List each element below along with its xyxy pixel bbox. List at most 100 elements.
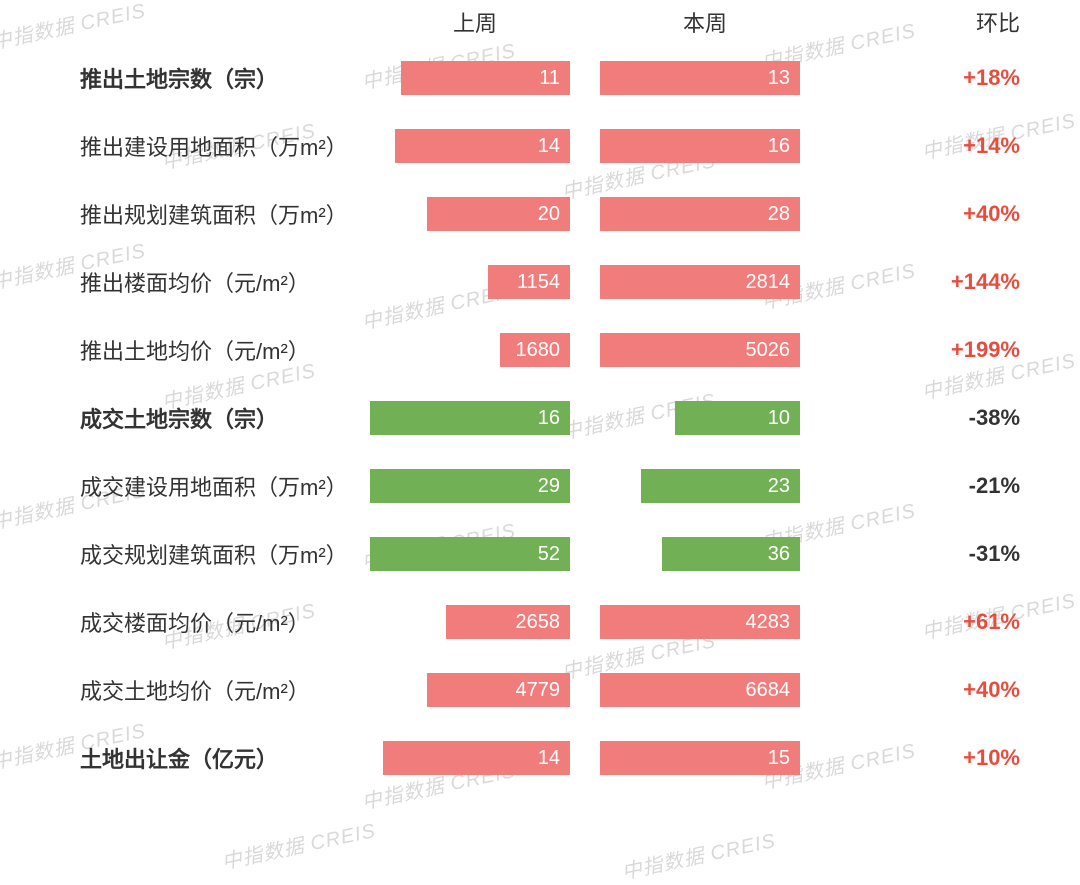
watermark-text: 中指数据 CREIS: [219, 814, 378, 875]
bar: 23: [641, 469, 800, 503]
bar: 28: [600, 197, 800, 231]
bar: 10: [675, 401, 800, 435]
row-label: 推出规划建筑面积（万m²）: [20, 198, 360, 230]
bar-this-week: 23: [590, 469, 820, 503]
bar: 29: [370, 469, 570, 503]
change-value: +40%: [820, 201, 1060, 227]
bar: 36: [662, 537, 800, 571]
change-value: -31%: [820, 541, 1060, 567]
bar-last-week: 20: [360, 197, 590, 231]
bar: 13: [600, 61, 800, 95]
bar-value: 5026: [746, 339, 791, 362]
bar-value: 52: [538, 543, 560, 566]
row-label: 成交楼面均价（元/m²）: [20, 606, 360, 638]
row-label: 推出建设用地面积（万m²）: [20, 130, 360, 162]
data-row: 推出土地均价（元/m²） 1680 5026 +199%: [20, 316, 1060, 384]
change-value: +14%: [820, 133, 1060, 159]
bar-value: 28: [768, 203, 790, 226]
row-label: 成交规划建筑面积（万m²）: [20, 538, 360, 570]
bar: 16: [370, 401, 570, 435]
bar: 14: [395, 129, 570, 163]
bar-last-week: 2658: [360, 605, 590, 639]
bar-this-week: 15: [590, 741, 820, 775]
row-label: 成交土地宗数（宗）: [20, 402, 360, 434]
row-label: 成交土地均价（元/m²）: [20, 674, 360, 706]
bar: 5026: [600, 333, 800, 367]
data-row: 推出建设用地面积（万m²） 14 16 +14%: [20, 112, 1060, 180]
bar-this-week: 6684: [590, 673, 820, 707]
watermark-text: 中指数据 CREIS: [619, 824, 778, 885]
rows-container: 推出土地宗数（宗）1113+18%推出建设用地面积（万m²）1416+14%推出…: [20, 44, 1060, 792]
row-label: 推出土地宗数（宗）: [20, 62, 360, 94]
change-value: +18%: [820, 65, 1060, 91]
land-data-chart: 上周 本周 环比 推出土地宗数（宗） 11 13 +18% 推出建设用地面积（万m²） 1…: [0, 0, 1080, 802]
data-row: 成交楼面均价（元/m²） 2658 4283 +61%: [20, 588, 1060, 656]
bar-last-week: 52: [360, 537, 590, 571]
bar-value: 4283: [746, 611, 791, 634]
data-row: 成交建设用地面积（万m²） 29 23 -21%: [20, 452, 1060, 520]
bar: 1680: [500, 333, 570, 367]
bar-value: 4779: [516, 679, 561, 702]
row-label: 成交建设用地面积（万m²）: [20, 470, 360, 502]
bar: 11: [401, 61, 570, 95]
bar: 2658: [446, 605, 570, 639]
bar-value: 6684: [746, 679, 791, 702]
bar-value: 14: [538, 135, 560, 158]
bar: 16: [600, 129, 800, 163]
bar-value: 2658: [516, 611, 561, 634]
change-value: +40%: [820, 677, 1060, 703]
bar-last-week: 14: [360, 129, 590, 163]
bar-last-week: 16: [360, 401, 590, 435]
bar: 20: [427, 197, 570, 231]
data-row: 推出规划建筑面积（万m²） 20 28 +40%: [20, 180, 1060, 248]
bar-this-week: 10: [590, 401, 820, 435]
bar-this-week: 36: [590, 537, 820, 571]
header-change: 环比: [820, 6, 1060, 38]
bar-value: 1154: [517, 271, 560, 294]
change-value: +199%: [820, 337, 1060, 363]
data-row: 推出土地宗数（宗） 11 13 +18%: [20, 44, 1060, 112]
bar-this-week: 4283: [590, 605, 820, 639]
change-value: +144%: [820, 269, 1060, 295]
row-label: 推出楼面均价（元/m²）: [20, 266, 360, 298]
bar: 15: [600, 741, 800, 775]
bar-value: 13: [768, 67, 790, 90]
bar-this-week: 16: [590, 129, 820, 163]
bar-value: 11: [539, 67, 560, 90]
bar-last-week: 4779: [360, 673, 590, 707]
change-value: +10%: [820, 745, 1060, 771]
bar-value: 29: [538, 475, 560, 498]
bar-value: 10: [768, 407, 790, 430]
bar: 4283: [600, 605, 800, 639]
change-value: -38%: [820, 405, 1060, 431]
bar-value: 20: [538, 203, 560, 226]
data-row: 成交土地宗数（宗） 16 10 -38%: [20, 384, 1060, 452]
bar-last-week: 11: [360, 61, 590, 95]
bar: 6684: [600, 673, 800, 707]
bar: 14: [383, 741, 570, 775]
row-label: 推出土地均价（元/m²）: [20, 334, 360, 366]
bar-value: 1680: [516, 339, 561, 362]
bar-value: 14: [538, 747, 560, 770]
bar-this-week: 13: [590, 61, 820, 95]
header-row: 上周 本周 环比: [20, 0, 1060, 44]
header-this-week: 本周: [590, 6, 820, 38]
bar: 1154: [488, 265, 570, 299]
bar: 2814: [600, 265, 800, 299]
bar-last-week: 29: [360, 469, 590, 503]
change-value: +61%: [820, 609, 1060, 635]
data-row: 成交土地均价（元/m²） 4779 6684 +40%: [20, 656, 1060, 724]
change-value: -21%: [820, 473, 1060, 499]
header-last-week: 上周: [360, 6, 590, 38]
bar: 4779: [427, 673, 570, 707]
bar-value: 15: [768, 747, 790, 770]
bar-value: 2814: [746, 271, 791, 294]
bar-last-week: 1680: [360, 333, 590, 367]
data-row: 成交规划建筑面积（万m²） 52 36 -31%: [20, 520, 1060, 588]
bar-this-week: 5026: [590, 333, 820, 367]
bar-value: 36: [768, 543, 790, 566]
bar-value: 16: [538, 407, 560, 430]
bar-last-week: 1154: [360, 265, 590, 299]
bar-value: 16: [768, 135, 790, 158]
row-label: 土地出让金（亿元）: [20, 742, 360, 774]
